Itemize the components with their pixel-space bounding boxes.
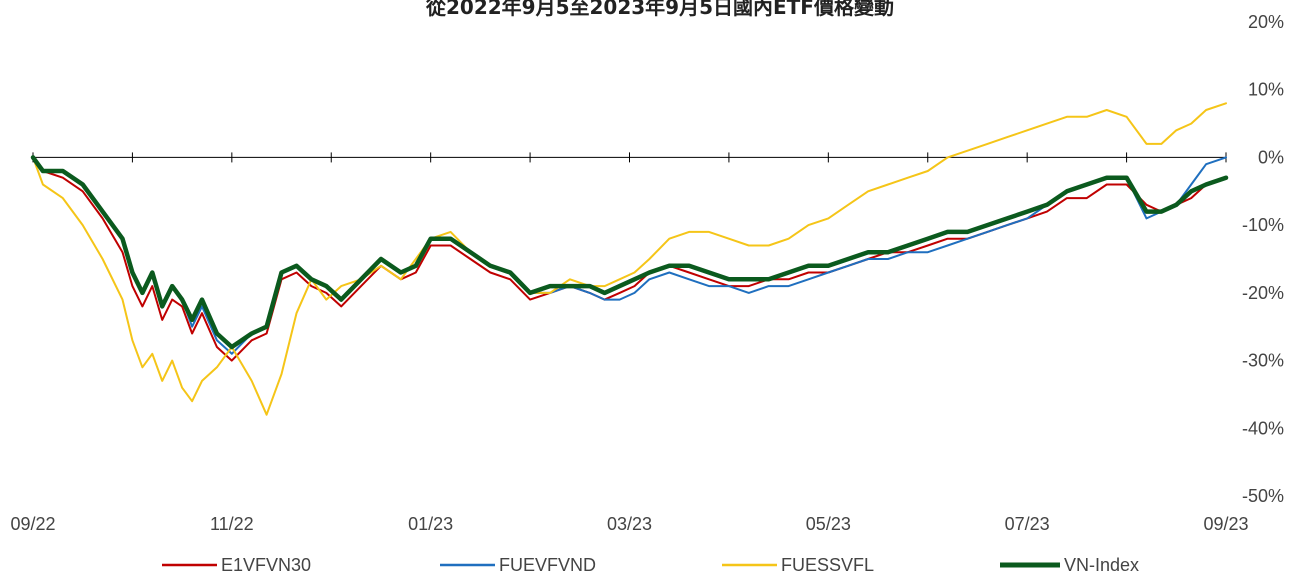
series-line-vn-index	[30, 155, 1229, 350]
legend-label: FUEVFVND	[499, 555, 596, 574]
legend-label: FUESSVFL	[781, 555, 874, 574]
x-tick-label: 01/23	[408, 514, 453, 534]
legend-label: E1VFVN30	[221, 555, 311, 574]
legend-label: VN-Index	[1064, 555, 1139, 574]
y-tick-label: -50%	[1242, 486, 1284, 506]
y-tick-label: -40%	[1242, 418, 1284, 438]
x-tick-label: 07/23	[1005, 514, 1050, 534]
x-tick-label: 09/22	[10, 514, 55, 534]
y-tick-label: -10%	[1242, 215, 1284, 235]
series-line-fuessvfl	[32, 102, 1227, 416]
chart-title: 從2022年9月5至2023年9月5日國內ETF價格變動	[425, 0, 894, 19]
axis-layer: 09/22 11/22 01/23 03/23 05/23 07/23 09/23 20% 10…	[10, 12, 1284, 534]
x-tick-label: 11/22	[210, 514, 254, 534]
x-tick-label: 03/23	[607, 514, 652, 534]
y-tick-label: -30%	[1242, 351, 1284, 371]
y-tick-label: -20%	[1242, 283, 1284, 303]
x-tick-label: 05/23	[806, 514, 851, 534]
y-tick-label: 0%	[1258, 147, 1284, 167]
series-layer	[30, 102, 1229, 416]
x-tick-label: 09/23	[1203, 514, 1248, 534]
y-tick-label: 20%	[1248, 12, 1284, 32]
y-tick-label: 10%	[1248, 80, 1284, 100]
legend: E1VFVN30 FUEVFVND FUESSVFL VN-Index	[162, 555, 1139, 574]
